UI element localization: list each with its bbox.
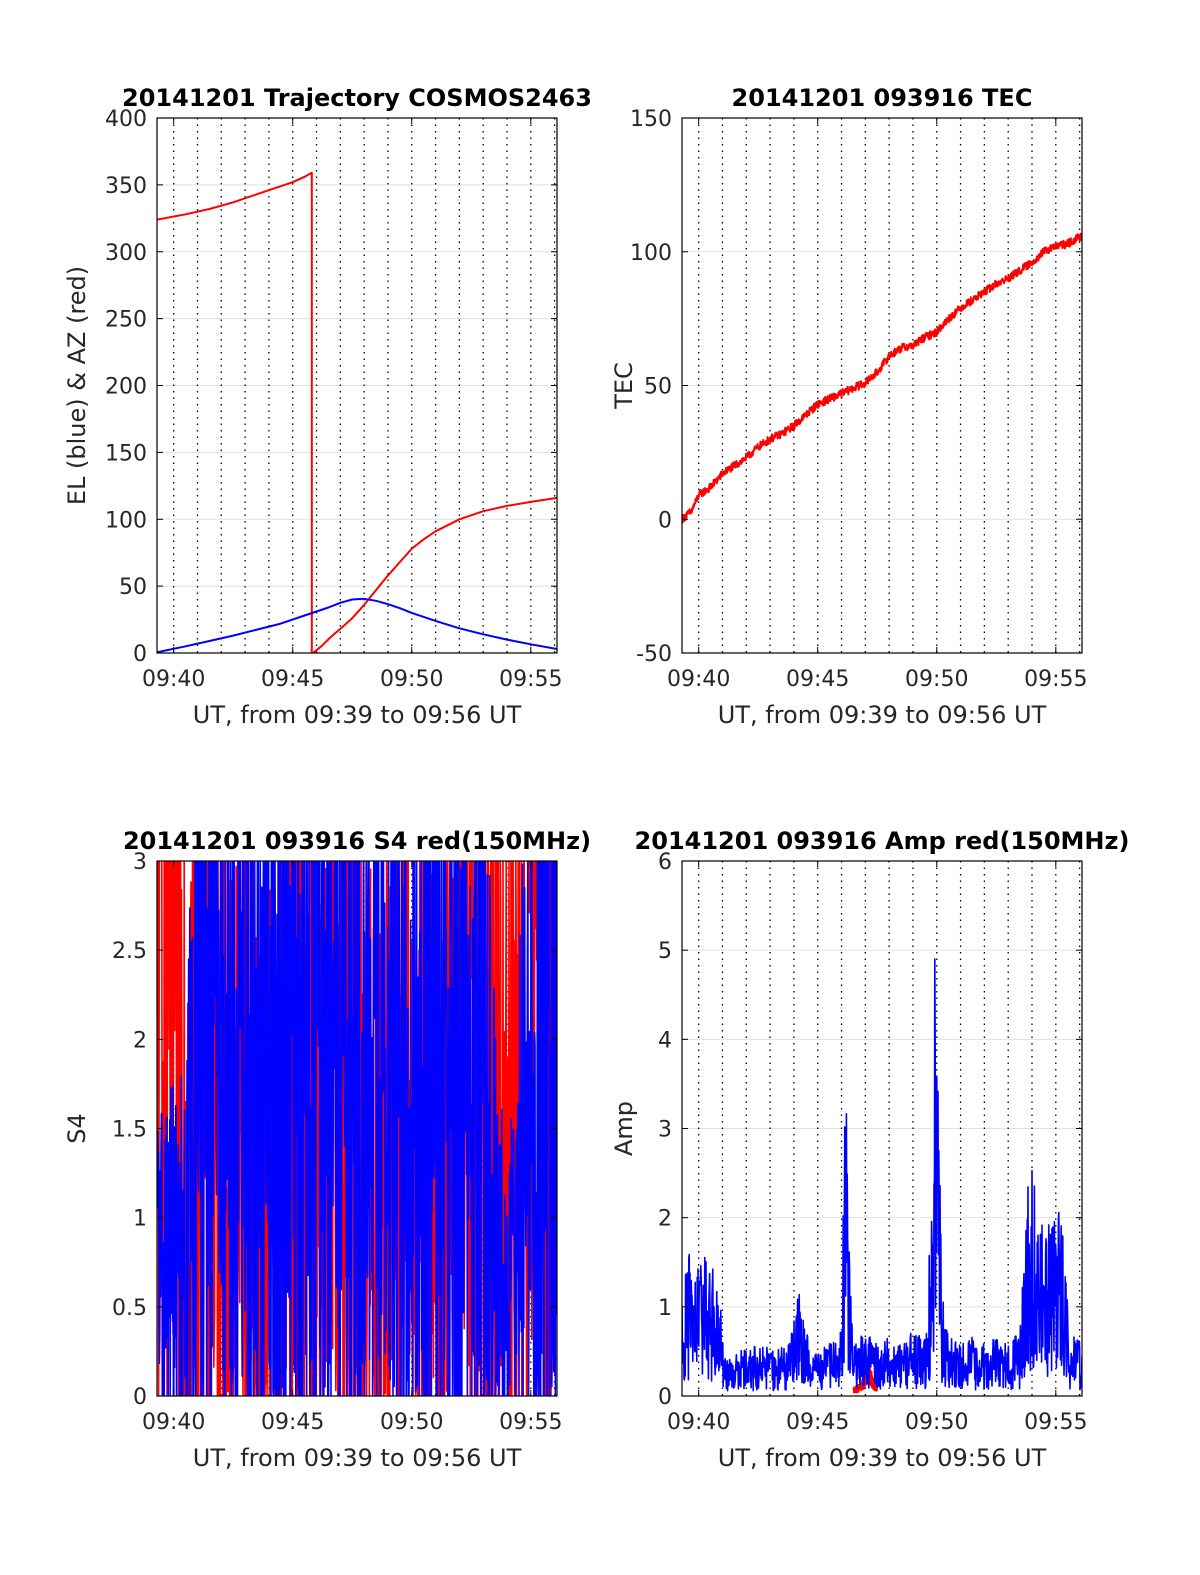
x-axis-label: UT, from 09:39 to 09:56 UT (718, 701, 1047, 729)
x-tick-label: 09:40 (142, 667, 205, 692)
y-tick-label: 1.5 (112, 1118, 147, 1143)
series-group (157, 171, 557, 653)
series-group (682, 958, 1082, 1394)
y-axis-label: Amp (610, 1101, 638, 1156)
y-tick-label: 3 (133, 850, 147, 875)
x-tick-label: 09:55 (1024, 1410, 1087, 1435)
series-group (157, 861, 557, 1396)
y-tick-label: 1 (133, 1207, 147, 1232)
series-group (682, 232, 1082, 524)
y-tick-label: 2 (658, 1207, 672, 1232)
chart-traj: 0 50 100 150 200 250 300 350 400 09:40 09:45 09:50 0… (63, 84, 592, 729)
y-tick-label: 1 (658, 1296, 672, 1321)
chart-title: 20141201 093916 S4 red(150MHz) (123, 827, 591, 855)
x-tick-label: 09:50 (905, 667, 968, 692)
y-tick-label: -50 (636, 642, 672, 667)
chart-amp: 0 1 2 3 4 5 6 09:40 09:45 09:50 09:55 UT, from 09:3… (610, 827, 1129, 1472)
y-axis-label: S4 (63, 1113, 91, 1144)
series-el (157, 597, 557, 653)
y-axis-label: EL (blue) & AZ (red) (63, 266, 91, 505)
y-tick-label: 300 (105, 241, 147, 266)
y-tick-label: 400 (105, 107, 147, 132)
y-tick-label: 0 (658, 1385, 672, 1410)
x-tick-label: 09:55 (499, 1410, 562, 1435)
x-axis-label: UT, from 09:39 to 09:56 UT (718, 1444, 1047, 1472)
series-az (157, 171, 557, 653)
series-tec (682, 232, 1082, 524)
x-tick-label: 09:50 (380, 1410, 443, 1435)
x-tick-label: 09:45 (261, 1410, 324, 1435)
y-tick-label: 0.5 (112, 1296, 147, 1321)
chart-tec: -50 0 50 100 150 09:40 09:45 09:50 09:55 UT, from… (610, 84, 1088, 729)
chart-title: 20141201 093916 TEC (732, 84, 1033, 112)
y-tick-label: 0 (133, 642, 147, 667)
x-tick-label: 09:45 (261, 667, 324, 692)
x-tick-label: 09:50 (905, 1410, 968, 1435)
x-tick-label: 09:45 (786, 667, 849, 692)
y-tick-label: 2.5 (112, 939, 147, 964)
y-tick-label: 50 (119, 575, 147, 600)
x-axis-label: UT, from 09:39 to 09:56 UT (193, 701, 522, 729)
x-tick-label: 09:40 (667, 667, 730, 692)
x-tick-label: 09:55 (499, 667, 562, 692)
x-tick-label: 09:40 (142, 1410, 205, 1435)
y-tick-label: 3 (658, 1118, 672, 1143)
y-tick-label: 6 (658, 850, 672, 875)
x-tick-label: 09:50 (380, 667, 443, 692)
series-s4-blue (157, 861, 557, 1396)
y-tick-label: 0 (658, 508, 672, 533)
chart-s4: 0 0.5 1 1.5 2 2.5 3 09:40 09:45 09:50 09:55 UT, fro… (63, 827, 591, 1472)
y-tick-label: 100 (105, 508, 147, 533)
x-axis-label: UT, from 09:39 to 09:56 UT (193, 1444, 522, 1472)
chart-title: 20141201 093916 Amp red(150MHz) (635, 827, 1130, 855)
x-tick-label: 09:40 (667, 1410, 730, 1435)
y-tick-label: 50 (644, 375, 672, 400)
x-tick-label: 09:45 (786, 1410, 849, 1435)
y-tick-label: 150 (630, 107, 672, 132)
x-tick-label: 09:55 (1024, 667, 1087, 692)
y-tick-label: 350 (105, 174, 147, 199)
y-tick-label: 100 (630, 241, 672, 266)
chart-title: 20141201 Trajectory COSMOS2463 (122, 84, 592, 112)
y-tick-label: 4 (658, 1028, 672, 1053)
y-axis-label: TEC (610, 362, 638, 410)
y-tick-label: 2 (133, 1028, 147, 1053)
y-tick-label: 250 (105, 308, 147, 333)
y-tick-label: 200 (105, 375, 147, 400)
y-tick-label: 0 (133, 1385, 147, 1410)
y-tick-label: 150 (105, 441, 147, 466)
y-tick-label: 5 (658, 939, 672, 964)
series-amp-blue (682, 958, 1082, 1392)
